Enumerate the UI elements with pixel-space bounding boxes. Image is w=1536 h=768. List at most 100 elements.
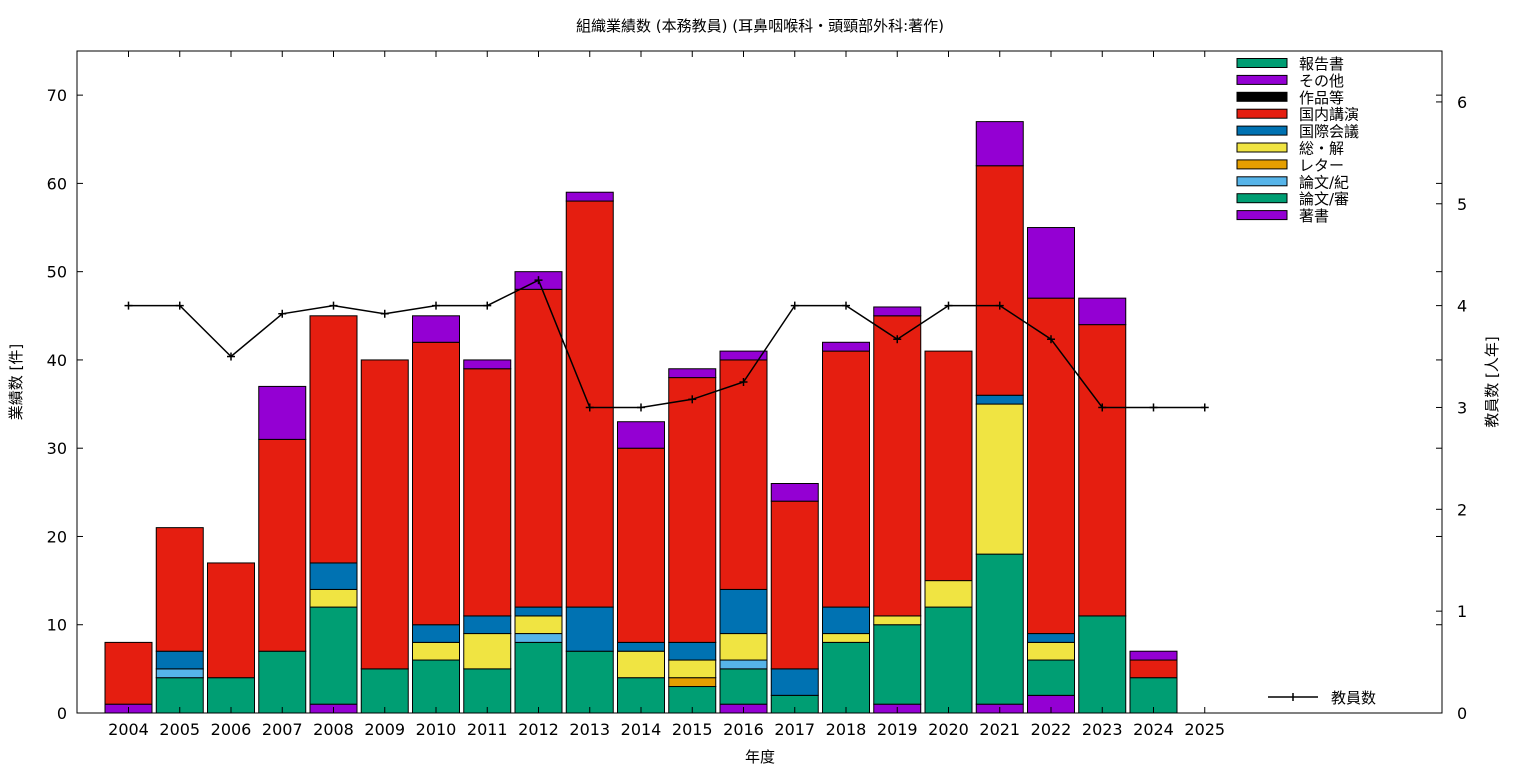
faculty-point — [1149, 403, 1158, 412]
y-tick-label: 60 — [47, 174, 67, 193]
legend-label: 著書 — [1299, 207, 1329, 225]
bar-segment — [822, 641, 870, 714]
bar-segment — [873, 315, 922, 617]
x-tick-label: 2021 — [979, 720, 1020, 739]
bar-segment — [719, 668, 768, 705]
bars — [104, 121, 1178, 714]
bar-segment — [565, 191, 614, 202]
legend-swatch — [1236, 176, 1288, 187]
bar-segment — [412, 659, 460, 714]
x-tick-label: 2004 — [108, 720, 149, 739]
legend-swatch — [1236, 108, 1288, 119]
y-tick-label: 70 — [47, 86, 67, 105]
faculty-point — [278, 309, 287, 318]
faculty-point — [175, 301, 184, 310]
bar-segment — [309, 315, 358, 564]
bar-segment — [822, 341, 870, 352]
x-tick-label: 2025 — [1184, 720, 1225, 739]
bar-segment — [975, 121, 1024, 167]
bar-segment — [412, 341, 460, 626]
chart-title: 組織業績数 (本務教員) (耳鼻咽喉科・頭頸部外科:著作) — [576, 17, 944, 35]
y-tick-label: 30 — [47, 439, 67, 458]
bar-segment — [514, 641, 563, 714]
bar-segment — [1027, 633, 1075, 643]
faculty-point — [995, 301, 1004, 310]
faculty-point — [1098, 403, 1107, 412]
bar-segment — [1027, 297, 1075, 635]
legend-label: 作品等 — [1299, 89, 1344, 107]
bar-segment — [873, 306, 922, 317]
bar-segment — [719, 633, 768, 661]
bar-segment — [975, 165, 1024, 396]
bar-segment — [770, 668, 819, 696]
bar-segment — [1129, 659, 1178, 679]
y2-tick-label: 6 — [1457, 93, 1467, 112]
bar-segment — [155, 650, 204, 670]
bar-segment — [719, 350, 768, 361]
faculty-point — [227, 352, 235, 361]
x-tick-label: 2010 — [416, 720, 457, 739]
legend-label: 論文/審 — [1299, 190, 1349, 208]
bar-segment — [565, 650, 614, 714]
bar-segment — [822, 350, 870, 608]
bar-segment — [463, 633, 512, 670]
bar-segment — [873, 615, 922, 626]
plot-frame — [76, 50, 1443, 714]
bar-segment — [873, 624, 922, 705]
y-axis-label: 業績数 [件] — [7, 344, 25, 420]
y2-tick-label: 1 — [1457, 602, 1467, 621]
y-tick-label: 40 — [47, 351, 67, 370]
bar-segment — [412, 624, 460, 643]
bar-segment — [565, 606, 614, 652]
bar-segment — [770, 483, 819, 502]
bar-segment — [463, 668, 512, 714]
bar-segment — [360, 668, 409, 714]
legend-label: レター — [1299, 156, 1344, 174]
x-tick-label: 2023 — [1082, 720, 1123, 739]
bar-segment — [668, 659, 717, 679]
y-tick-label: 0 — [57, 704, 67, 723]
bar-segment — [258, 438, 307, 652]
faculty-point — [1200, 403, 1209, 412]
legend-swatch — [1236, 91, 1288, 102]
bar-segment — [1078, 615, 1127, 714]
legend-label: 総・解 — [1299, 140, 1344, 158]
faculty-point — [329, 301, 338, 310]
bar-segment — [412, 641, 460, 661]
x-tick-label: 2024 — [1133, 720, 1174, 739]
bar-segment — [668, 641, 717, 661]
x-tick-label: 2014 — [621, 720, 662, 739]
bar-segment — [1078, 297, 1127, 326]
bar-segment — [719, 659, 768, 670]
bar-segment — [463, 615, 512, 635]
bar-segment — [617, 650, 665, 679]
bar-segment — [975, 394, 1024, 405]
x-tick-label: 2013 — [569, 720, 610, 739]
y2-tick-label: 2 — [1457, 500, 1467, 519]
bar-segment — [924, 350, 973, 582]
faculty-line-path — [128, 279, 1205, 409]
bar-segment — [617, 447, 665, 643]
y2-axis-label: 教員数 [人年] — [1483, 336, 1501, 427]
y2-tick-label: 5 — [1457, 195, 1467, 214]
axes: 0 10 20 30 40 50 60 70 0 1 2 3 4 5 6 2004 2005 2006 2007 20… — [47, 50, 1467, 739]
bar-segment — [309, 588, 358, 608]
bar-segment — [463, 368, 512, 617]
bar-segment — [258, 385, 307, 440]
x-tick-label: 2019 — [877, 720, 918, 739]
bar-segment — [924, 580, 973, 608]
x-tick-label: 2018 — [826, 720, 867, 739]
faculty-point — [380, 309, 389, 318]
faculty-point — [790, 301, 799, 310]
bar-segment — [719, 588, 768, 635]
x-tick-label: 2009 — [364, 720, 405, 739]
x-tick-label: 2011 — [467, 720, 508, 739]
faculty-point — [534, 276, 543, 285]
y2-tick-label: 3 — [1457, 398, 1467, 417]
faculty-point — [944, 301, 953, 310]
x-tick-label: 2005 — [159, 720, 200, 739]
bar-segment — [668, 368, 717, 379]
legend-swatch — [1236, 58, 1288, 68]
x-tick-label: 2020 — [928, 720, 969, 739]
